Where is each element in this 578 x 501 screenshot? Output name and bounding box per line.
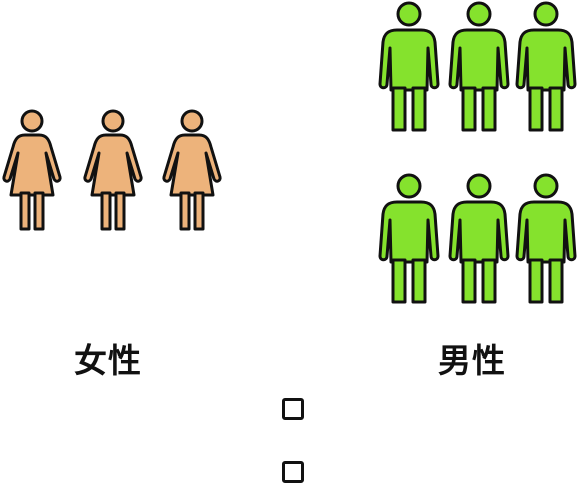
man-icon-5 (448, 173, 510, 304)
woman-icon-1 (2, 109, 62, 231)
woman-icon-2 (83, 109, 143, 231)
man-icon-2 (448, 1, 510, 132)
man-icon-3 (515, 1, 577, 132)
man-icon-4 (378, 173, 440, 304)
man-icon-6 (515, 173, 577, 304)
man-icon-1 (378, 1, 440, 132)
male-label: 男性 (438, 341, 506, 380)
female-label: 女性 (74, 341, 142, 380)
answer-checkbox-1[interactable] (282, 398, 304, 420)
answer-checkbox-2[interactable] (282, 461, 304, 483)
woman-icon-3 (162, 109, 222, 231)
